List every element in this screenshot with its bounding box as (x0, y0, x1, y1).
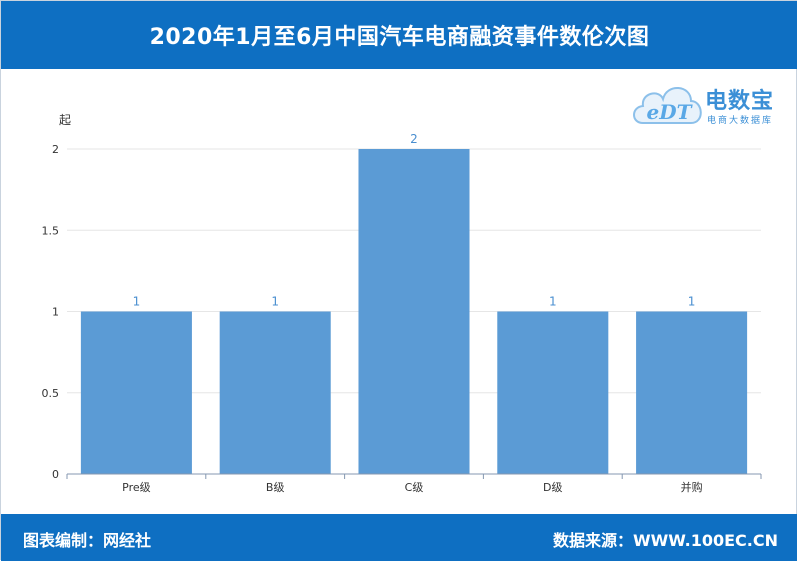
y-axis-unit: 起 (59, 113, 72, 127)
logo-name: 电数宝 (705, 89, 775, 114)
title-banner: 2020年1月至6月中国汽车电商融资事件数伦次图 (1, 1, 797, 69)
y-tick-label: 1.5 (42, 224, 60, 237)
bar-4 (636, 311, 748, 474)
x-tick-label: 并购 (681, 480, 703, 494)
bar-3 (497, 311, 609, 474)
footer-credit: 图表编制：网经社 (23, 531, 152, 550)
logo-mark: eDT (647, 100, 694, 124)
footer-banner: 图表编制：网经社 数据来源：WWW.100EC.CN (1, 514, 797, 561)
data-label: 1 (133, 295, 141, 309)
data-label: 2 (410, 132, 418, 146)
y-tick-label: 0.5 (42, 387, 60, 400)
x-tick-label: C级 (405, 481, 424, 494)
y-tick-label: 1 (52, 306, 59, 319)
x-tick-label: D级 (543, 481, 562, 494)
bar-0 (80, 311, 192, 474)
bar-1 (219, 311, 331, 474)
footer-source: 数据来源：WWW.100EC.CN (552, 531, 778, 550)
data-label: 1 (688, 295, 696, 309)
cloud-logo-icon: eDT (633, 87, 702, 124)
y-tick-label: 0 (52, 468, 59, 481)
data-label: 1 (549, 295, 557, 309)
chart-title: 2020年1月至6月中国汽车电商融资事件数伦次图 (149, 25, 650, 50)
bar-chart: 1 1 2 1 1 0 0.5 1 1.5 2 Pre级 B级 C级 D级 并购 (42, 132, 762, 494)
y-tick-label: 2 (52, 143, 59, 156)
x-tick-label: B级 (266, 481, 285, 494)
x-tick-label: Pre级 (122, 481, 151, 494)
brand-logo: eDT 电数宝 电商大数据库 (629, 73, 789, 137)
bar-2 (358, 149, 470, 474)
data-label: 1 (271, 295, 279, 309)
logo-subtitle: 电商大数据库 (707, 116, 774, 126)
